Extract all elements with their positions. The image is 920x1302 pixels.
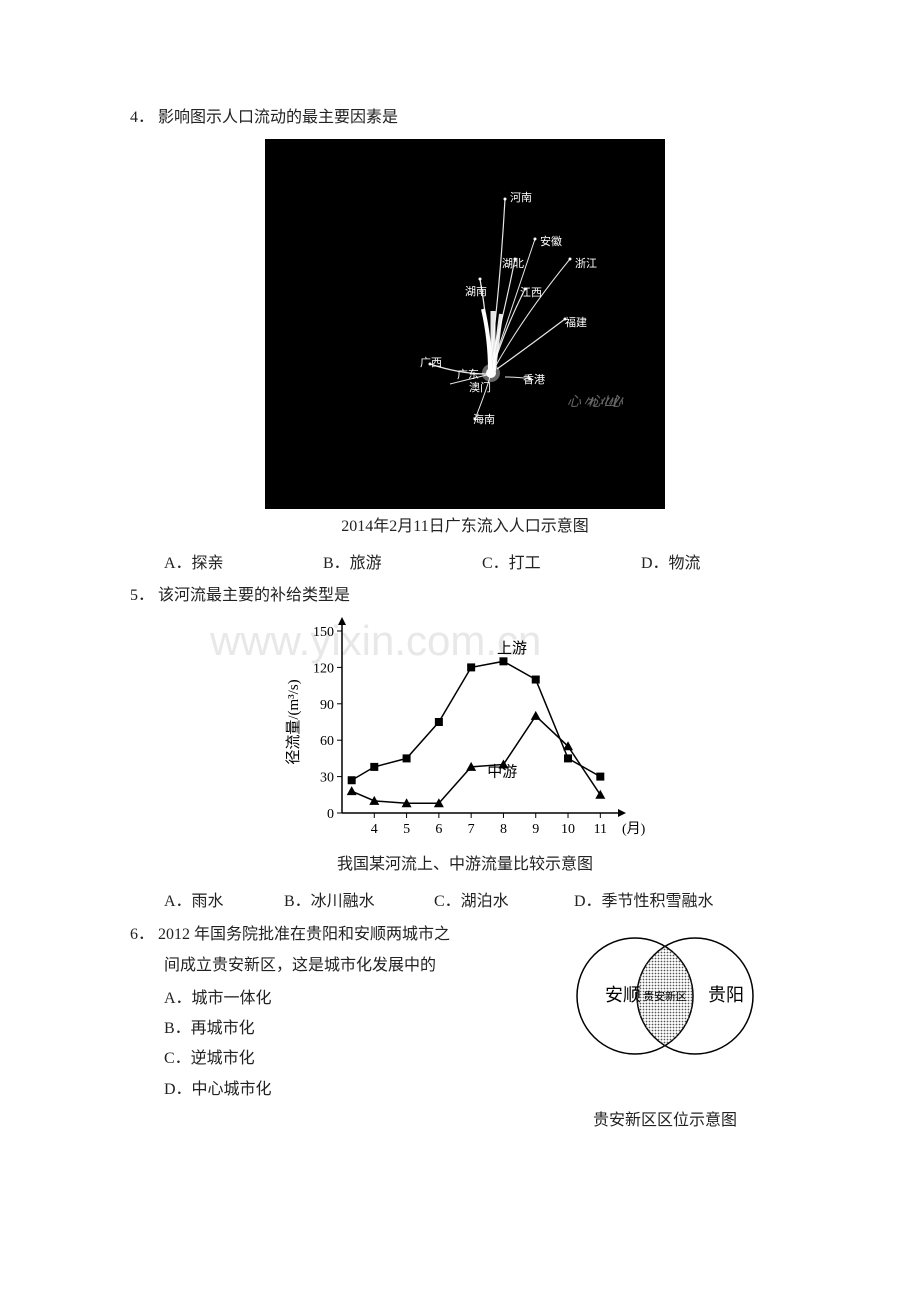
q5-option-d[interactable]: D．季节性积雪融水 [574, 888, 800, 915]
venn-label-center: 贵安新区 [643, 989, 687, 1003]
venn-label-left: 安顺 [605, 985, 641, 1005]
question-6: 6．2012 年国务院批准在贵阳和安顺两城市之 [130, 921, 530, 948]
q5-option-a[interactable]: A．雨水 [164, 888, 284, 915]
map-label-hubei: 湖北 [502, 255, 524, 274]
q4-option-b[interactable]: B．旅游 [323, 550, 482, 577]
svg-text:7: 7 [468, 822, 475, 837]
map-label-macau: 澳门 [469, 379, 491, 398]
q5-chart-caption: 我国某河流上、中游流量比较示意图 [130, 851, 800, 878]
q5-number: 5． [130, 582, 158, 609]
q5-option-c[interactable]: C．湖泊水 [434, 888, 574, 915]
map-label-zhejiang: 浙江 [575, 255, 597, 274]
q4-option-a[interactable]: A．探亲 [164, 550, 323, 577]
q4-map-caption: 2014年2月11日广东流入人口示意图 [130, 513, 800, 540]
q6-options: A．城市一体化 B．再城市化 C．逆城市化 D．中心城市化 [130, 984, 530, 1106]
question-4: 4．影响图示人口流动的最主要因素是 [130, 104, 800, 131]
q6-option-c[interactable]: C．逆城市化 [164, 1044, 530, 1074]
q5-option-b[interactable]: B．冰川融水 [284, 888, 434, 915]
map-label-hunan: 湖南 [465, 283, 487, 302]
svg-text:5: 5 [403, 822, 410, 837]
q4-text: 影响图示人口流动的最主要因素是 [158, 109, 398, 126]
svg-text:0: 0 [327, 807, 334, 822]
svg-text:11: 11 [594, 822, 607, 837]
map-scribble: 心 〃 〃 ゎ ㄩ 〃 〃 心 心 [567, 391, 637, 481]
map-label-jiangxi: 江西 [520, 284, 542, 303]
question-5: 5．该河流最主要的补给类型是 [130, 582, 800, 609]
map-label-fujian: 福建 [565, 314, 587, 333]
q4-number: 4． [130, 104, 158, 131]
svg-text:30: 30 [320, 770, 334, 785]
svg-text:60: 60 [320, 734, 334, 749]
svg-text:150: 150 [313, 625, 334, 640]
svg-text:中游: 中游 [487, 763, 517, 780]
svg-text:4: 4 [371, 822, 378, 837]
q6-line2: 间成立贵安新区，这是城市化发展中的 [164, 952, 530, 979]
q6-venn-caption: 贵安新区区位示意图 [530, 1107, 800, 1134]
q4-options: A．探亲 B．旅游 C．打工 D．物流 [164, 550, 800, 577]
q6-number: 6． [130, 921, 158, 948]
q5-chart: 0 30 60 90 120 150 4 5 6 7 8 9 10 11 (月) 径流量/(m³/s) 上游中游 [130, 617, 800, 847]
map-label-henan: 河南 [510, 189, 532, 208]
svg-text:上游: 上游 [497, 640, 527, 657]
q6-option-b[interactable]: B．再城市化 [164, 1014, 530, 1044]
svg-text:120: 120 [313, 661, 334, 676]
q6-venn-diagram: 安顺 贵阳 贵安新区 [540, 921, 790, 1071]
map-label-anhui: 安徽 [540, 233, 562, 252]
svg-text:8: 8 [500, 822, 507, 837]
svg-text:6: 6 [435, 822, 442, 837]
q4-option-c[interactable]: C．打工 [482, 550, 641, 577]
venn-label-right: 贵阳 [708, 985, 744, 1005]
q5-options: A．雨水 B．冰川融水 C．湖泊水 D．季节性积雪融水 [164, 888, 800, 915]
svg-text:(月): (月) [622, 821, 646, 837]
map-label-hongkong: 香港 [523, 371, 545, 390]
q4-option-d[interactable]: D．物流 [641, 550, 800, 577]
q6-line1: 2012 年国务院批准在贵阳和安顺两城市之 [158, 926, 450, 943]
q6-option-d[interactable]: D．中心城市化 [164, 1075, 530, 1105]
q6-option-a[interactable]: A．城市一体化 [164, 984, 530, 1014]
q5-text: 该河流最主要的补给类型是 [158, 587, 350, 604]
map-label-hainan: 海南 [473, 411, 495, 430]
map-label-guangxi: 广西 [420, 354, 442, 373]
svg-text:9: 9 [532, 822, 539, 837]
svg-text:径流量/(m³/s): 径流量/(m³/s) [285, 679, 302, 764]
svg-text:10: 10 [561, 822, 575, 837]
svg-text:90: 90 [320, 698, 334, 713]
q4-map-image: 河南 安徽 湖北 浙江 湖南 江西 福建 广西 广东 澳门 香港 海南 心 〃 … [130, 139, 800, 509]
